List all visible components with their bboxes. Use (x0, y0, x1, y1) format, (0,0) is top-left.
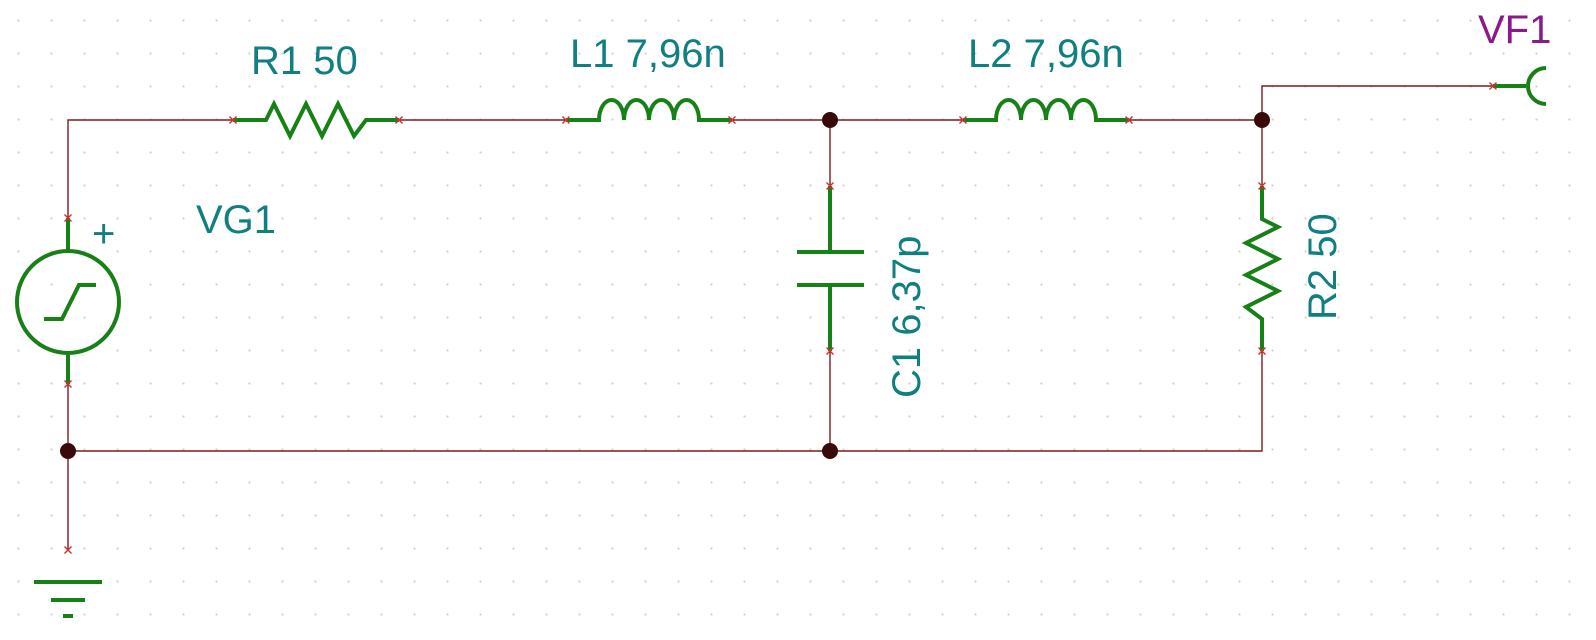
junction-dot (822, 443, 838, 459)
vg1-label: VG1 (196, 198, 276, 242)
pin-marker (959, 116, 967, 124)
wires (67, 85, 1493, 550)
pin-marker (826, 347, 834, 355)
junction-dot (822, 112, 838, 128)
ground-symbol[interactable] (34, 580, 102, 618)
voltage-probe-vf1[interactable]: VF1 (1478, 8, 1551, 106)
pin-marker (64, 380, 72, 388)
inductor-l1[interactable]: L1 7,96n (566, 32, 732, 122)
resistor-r2[interactable]: R2 50 (1241, 186, 1345, 351)
pin-marker (728, 116, 736, 124)
pin-marker (229, 116, 237, 124)
pin-marker (64, 214, 72, 222)
l2-label: L2 7,96n (968, 32, 1124, 76)
r1-label: R1 50 (251, 39, 358, 83)
wire-source-to-r1[interactable] (67, 119, 233, 218)
r2-label: R2 50 (1301, 213, 1345, 320)
capacitor-c1[interactable]: C1 6,37p (797, 186, 929, 398)
pin-markers (64, 82, 1497, 554)
pin-marker (1258, 347, 1266, 355)
junction-dot (1254, 112, 1270, 128)
l1-label: L1 7,96n (570, 32, 726, 76)
junction-dot (60, 443, 76, 459)
wire-node-b-to-probe[interactable] (1261, 85, 1493, 120)
vg1-polarity: + (92, 212, 115, 256)
pin-marker (1258, 182, 1266, 190)
pin-marker (826, 182, 834, 190)
resistor-r1[interactable]: R1 50 (233, 39, 399, 141)
pin-marker (395, 116, 403, 124)
pin-marker (1489, 82, 1497, 90)
vf1-label: VF1 (1478, 8, 1551, 52)
voltage-generator-vg1[interactable]: + VG1 (15, 198, 276, 384)
probe-icon (1526, 66, 1547, 106)
pin-marker (64, 546, 72, 554)
step-waveform-icon (44, 283, 96, 321)
wire-r2-to-ground-rail[interactable] (830, 351, 1263, 452)
c1-label: C1 6,37p (885, 236, 929, 398)
junctions (60, 112, 1270, 459)
inductor-l2[interactable]: L2 7,96n (963, 32, 1129, 122)
pin-marker (562, 116, 570, 124)
pin-marker (1125, 116, 1133, 124)
